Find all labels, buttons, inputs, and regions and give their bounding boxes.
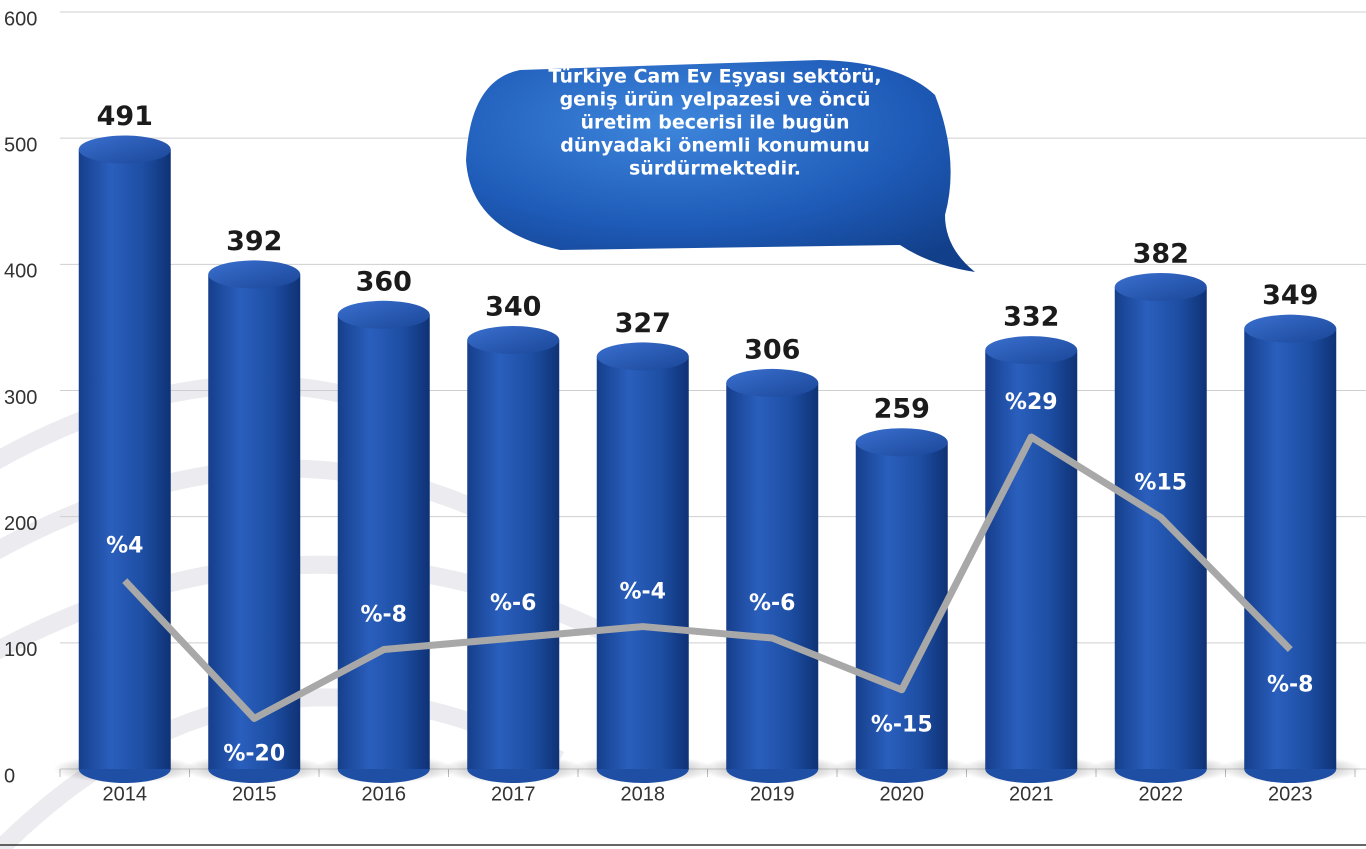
bar-cap — [1115, 273, 1207, 301]
line-value-label: %15 — [1134, 470, 1187, 495]
x-tick-label: 2018 — [621, 783, 666, 805]
y-tick-label: 100 — [4, 639, 37, 661]
annotation-line: dünyadaki önemli konumunu — [560, 135, 870, 157]
annotation-line: üretim becerisi ile bugün — [580, 112, 849, 134]
bar-value-label: 259 — [874, 394, 930, 425]
y-tick-label: 400 — [4, 261, 37, 283]
chart: 0 100 200 300 400 500 600 2014 2015 2016 2017 2018 2… — [0, 0, 1366, 849]
x-tick-label: 2020 — [880, 783, 925, 805]
x-tick-label: 2014 — [103, 783, 148, 805]
bar-cap — [597, 342, 689, 370]
x-tick-label: 2023 — [1268, 783, 1313, 805]
bar — [208, 274, 300, 769]
bar-value-label: 392 — [226, 226, 282, 257]
bar-cap — [338, 301, 430, 329]
x-tick-label: 2015 — [232, 783, 277, 805]
bar — [726, 383, 818, 769]
line-value-label: %-6 — [490, 591, 536, 616]
bar-cap — [208, 260, 300, 288]
annotation-line: sürdürmektedir. — [629, 158, 801, 180]
x-tick-label: 2022 — [1139, 783, 1184, 805]
y-tick-label: 200 — [4, 513, 37, 535]
bar-value-label: 306 — [744, 334, 800, 365]
bar-cap — [985, 336, 1077, 364]
bar-cap — [726, 369, 818, 397]
bar-cap — [1244, 315, 1336, 343]
bar-value-label: 382 — [1133, 239, 1189, 270]
line-value-label: %-8 — [1267, 673, 1313, 698]
bar — [597, 356, 689, 769]
bar-cap — [856, 428, 948, 456]
line-value-label: %-4 — [620, 580, 666, 605]
bar — [467, 340, 559, 769]
y-tick-label: 600 — [4, 8, 37, 30]
annotation-line: geniş ürün yelpazesi ve öncü — [560, 89, 871, 111]
bar-cap — [79, 136, 171, 164]
bar-value-label: 360 — [356, 266, 412, 297]
x-tick-label: 2021 — [1009, 783, 1054, 805]
y-tick-label: 0 — [4, 765, 15, 787]
x-tick-label: 2017 — [491, 783, 536, 805]
bar-cap — [467, 326, 559, 354]
bar — [1115, 287, 1207, 769]
line-value-label: %29 — [1005, 390, 1058, 415]
annotation-line: Türkiye Cam Ev Eşyası sektörü, — [548, 66, 881, 88]
y-tick-label: 500 — [4, 134, 37, 156]
line-value-label: %-15 — [871, 713, 933, 738]
line-value-label: %4 — [106, 534, 143, 559]
bar-value-label: 349 — [1262, 280, 1318, 311]
x-tick-label: 2019 — [750, 783, 795, 805]
bar-value-label: 327 — [615, 308, 671, 339]
line-value-label: %-8 — [361, 603, 407, 628]
bar-value-label: 332 — [1003, 302, 1059, 333]
x-tick-label: 2016 — [362, 783, 407, 805]
y-tick-label: 300 — [4, 387, 37, 409]
bar-value-label: 340 — [485, 292, 541, 323]
bar — [79, 150, 171, 769]
bar — [338, 315, 430, 769]
bar — [1244, 329, 1336, 769]
page: {"chart_data": { "type": "bar", "categor… — [0, 0, 1366, 849]
line-value-label: %-6 — [749, 591, 795, 616]
bar-value-label: 491 — [97, 101, 153, 132]
line-value-label: %-20 — [223, 741, 285, 766]
